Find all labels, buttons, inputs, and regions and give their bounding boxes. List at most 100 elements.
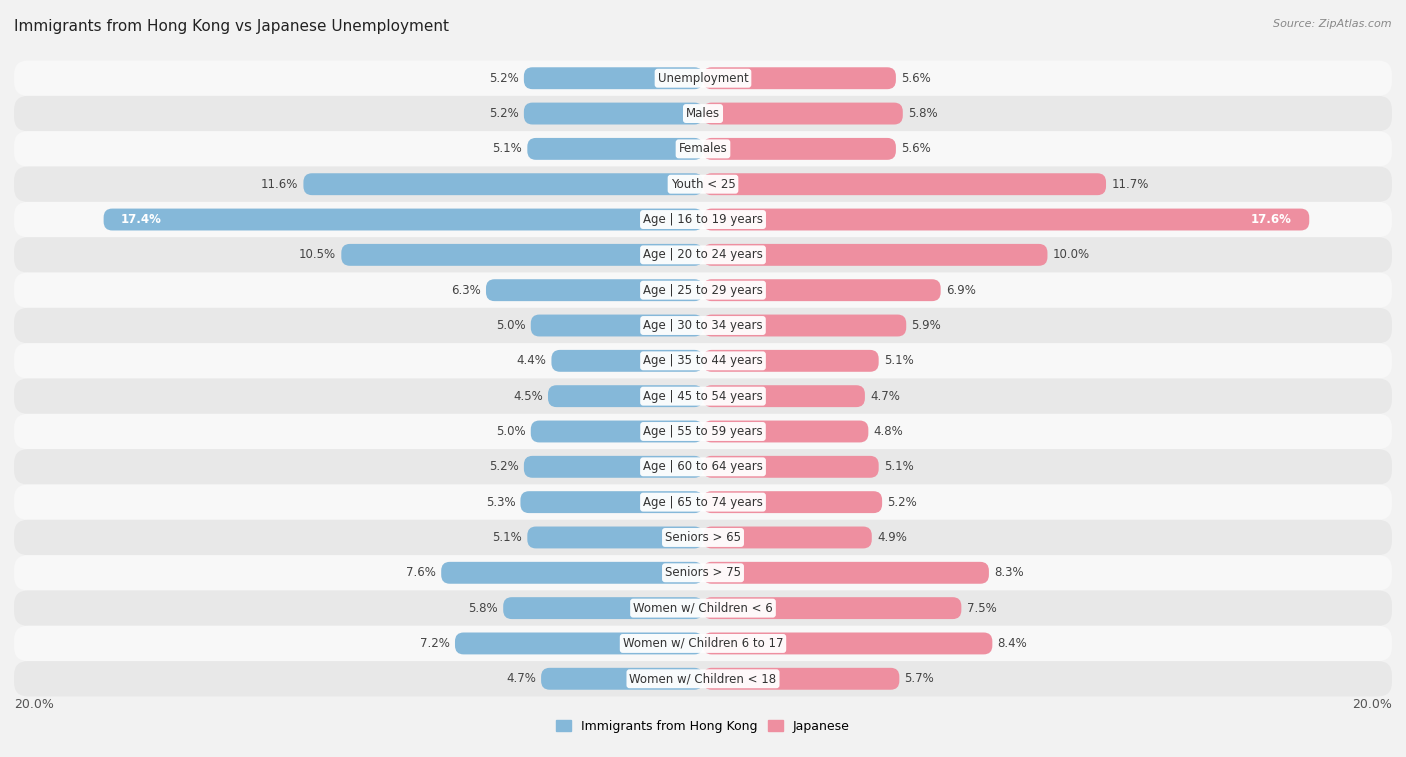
Text: 11.7%: 11.7% [1111,178,1149,191]
FancyBboxPatch shape [14,61,1392,96]
Text: 17.6%: 17.6% [1251,213,1292,226]
FancyBboxPatch shape [703,173,1107,195]
Text: 5.2%: 5.2% [489,107,519,120]
Text: 10.5%: 10.5% [299,248,336,261]
Text: 6.9%: 6.9% [946,284,976,297]
Text: 4.7%: 4.7% [506,672,536,685]
Text: 5.6%: 5.6% [901,142,931,155]
Text: Women w/ Children < 18: Women w/ Children < 18 [630,672,776,685]
Text: Unemployment: Unemployment [658,72,748,85]
FancyBboxPatch shape [14,414,1392,449]
FancyBboxPatch shape [14,308,1392,343]
Text: 5.8%: 5.8% [908,107,938,120]
FancyBboxPatch shape [14,202,1392,237]
FancyBboxPatch shape [456,633,703,654]
Text: 4.7%: 4.7% [870,390,900,403]
FancyBboxPatch shape [524,103,703,124]
Text: 5.2%: 5.2% [887,496,917,509]
FancyBboxPatch shape [14,484,1392,520]
FancyBboxPatch shape [304,173,703,195]
FancyBboxPatch shape [703,633,993,654]
FancyBboxPatch shape [703,456,879,478]
Text: 5.1%: 5.1% [884,354,914,367]
FancyBboxPatch shape [14,449,1392,484]
FancyBboxPatch shape [548,385,703,407]
FancyBboxPatch shape [703,138,896,160]
Text: 7.2%: 7.2% [420,637,450,650]
FancyBboxPatch shape [703,315,907,336]
Text: 5.0%: 5.0% [496,319,526,332]
FancyBboxPatch shape [503,597,703,619]
FancyBboxPatch shape [541,668,703,690]
Text: 5.7%: 5.7% [904,672,934,685]
Text: Age | 30 to 34 years: Age | 30 to 34 years [643,319,763,332]
Text: Seniors > 65: Seniors > 65 [665,531,741,544]
FancyBboxPatch shape [703,421,869,442]
Text: 4.4%: 4.4% [516,354,547,367]
Text: 20.0%: 20.0% [1353,698,1392,712]
FancyBboxPatch shape [14,237,1392,273]
Text: Youth < 25: Youth < 25 [671,178,735,191]
Text: 5.6%: 5.6% [901,72,931,85]
FancyBboxPatch shape [703,244,1047,266]
Text: 6.3%: 6.3% [451,284,481,297]
FancyBboxPatch shape [14,96,1392,131]
Text: 10.0%: 10.0% [1053,248,1090,261]
FancyBboxPatch shape [527,527,703,548]
Text: 5.1%: 5.1% [492,531,522,544]
FancyBboxPatch shape [14,378,1392,414]
FancyBboxPatch shape [703,67,896,89]
Text: Males: Males [686,107,720,120]
FancyBboxPatch shape [703,491,882,513]
Text: 5.2%: 5.2% [489,460,519,473]
Text: 11.6%: 11.6% [262,178,298,191]
FancyBboxPatch shape [520,491,703,513]
FancyBboxPatch shape [703,350,879,372]
Text: Females: Females [679,142,727,155]
FancyBboxPatch shape [531,315,703,336]
FancyBboxPatch shape [14,590,1392,626]
Text: 4.5%: 4.5% [513,390,543,403]
Text: Seniors > 75: Seniors > 75 [665,566,741,579]
FancyBboxPatch shape [524,456,703,478]
Text: Age | 55 to 59 years: Age | 55 to 59 years [643,425,763,438]
FancyBboxPatch shape [703,597,962,619]
Text: 8.3%: 8.3% [994,566,1024,579]
Text: Age | 25 to 29 years: Age | 25 to 29 years [643,284,763,297]
FancyBboxPatch shape [703,209,1309,230]
Text: 5.2%: 5.2% [489,72,519,85]
Text: Age | 16 to 19 years: Age | 16 to 19 years [643,213,763,226]
Text: 8.4%: 8.4% [997,637,1028,650]
FancyBboxPatch shape [703,562,988,584]
FancyBboxPatch shape [527,138,703,160]
Text: Age | 65 to 74 years: Age | 65 to 74 years [643,496,763,509]
FancyBboxPatch shape [14,661,1392,696]
Text: Source: ZipAtlas.com: Source: ZipAtlas.com [1274,19,1392,29]
FancyBboxPatch shape [14,520,1392,555]
Text: Immigrants from Hong Kong vs Japanese Unemployment: Immigrants from Hong Kong vs Japanese Un… [14,19,449,34]
FancyBboxPatch shape [441,562,703,584]
Text: Age | 60 to 64 years: Age | 60 to 64 years [643,460,763,473]
Text: Age | 45 to 54 years: Age | 45 to 54 years [643,390,763,403]
FancyBboxPatch shape [703,385,865,407]
Text: 7.6%: 7.6% [406,566,436,579]
FancyBboxPatch shape [486,279,703,301]
FancyBboxPatch shape [14,626,1392,661]
FancyBboxPatch shape [14,343,1392,378]
FancyBboxPatch shape [342,244,703,266]
Text: Age | 20 to 24 years: Age | 20 to 24 years [643,248,763,261]
Text: Age | 35 to 44 years: Age | 35 to 44 years [643,354,763,367]
Text: 4.8%: 4.8% [873,425,903,438]
FancyBboxPatch shape [703,279,941,301]
Text: 5.0%: 5.0% [496,425,526,438]
FancyBboxPatch shape [14,167,1392,202]
Text: Women w/ Children 6 to 17: Women w/ Children 6 to 17 [623,637,783,650]
FancyBboxPatch shape [524,67,703,89]
Text: 5.3%: 5.3% [485,496,515,509]
Text: 20.0%: 20.0% [14,698,53,712]
FancyBboxPatch shape [14,555,1392,590]
FancyBboxPatch shape [703,668,900,690]
FancyBboxPatch shape [531,421,703,442]
FancyBboxPatch shape [703,527,872,548]
Legend: Immigrants from Hong Kong, Japanese: Immigrants from Hong Kong, Japanese [551,715,855,738]
